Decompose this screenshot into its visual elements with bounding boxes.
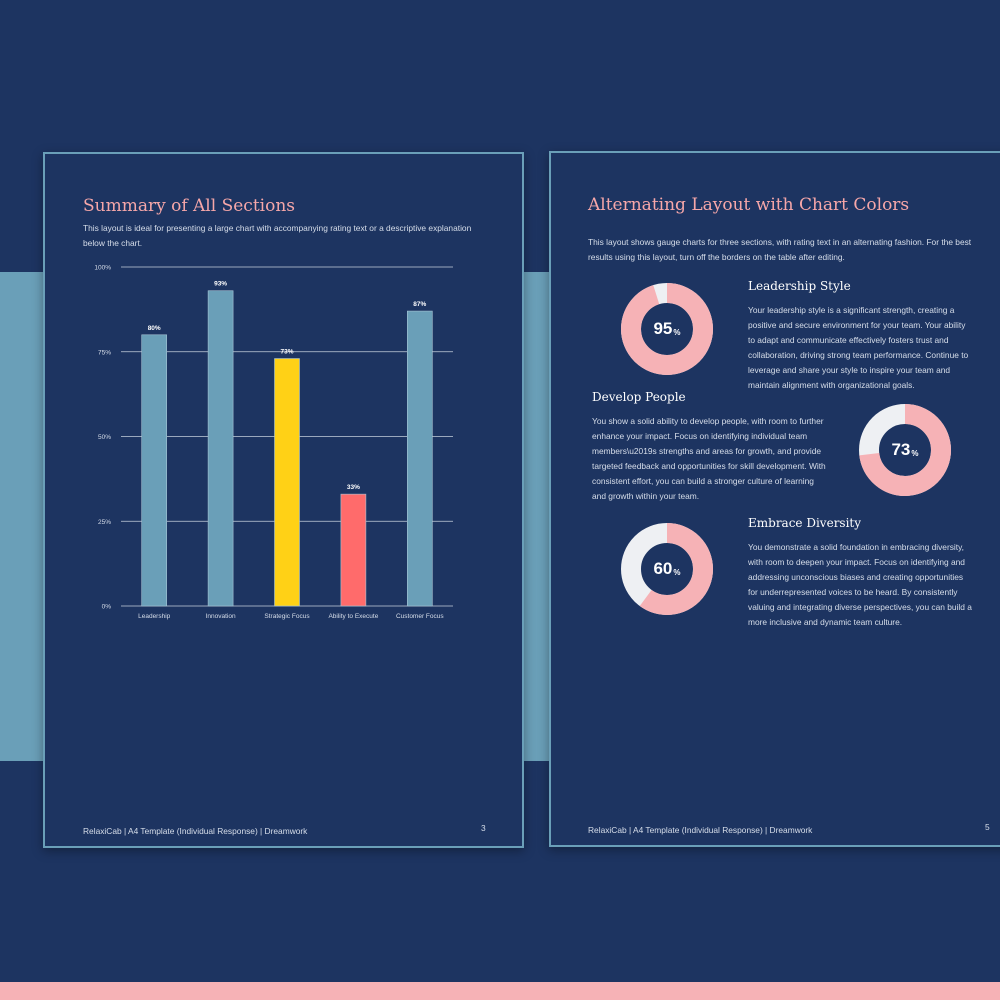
bar-chart: 0% 25% 50% 75% 100% 80% Leadership 93% Innovatio…	[94, 265, 453, 620]
page-gauges: Alternating Layout with Chart Colors Thi…	[549, 151, 1000, 847]
gauge-leadership-style: 95%	[619, 281, 715, 377]
gauge-unit: %	[673, 327, 681, 337]
x-category-label: Strategic Focus	[264, 613, 310, 620]
page-footer: RelaxiCab | A4 Template (Individual Resp…	[588, 825, 813, 835]
bar-value-label: 80%	[148, 325, 161, 332]
page-summary: Summary of All Sections This layout is i…	[43, 152, 524, 848]
x-category-label: Ability to Execute	[328, 613, 378, 620]
x-category-label: Innovation	[206, 613, 236, 620]
gauge-value: 73	[891, 440, 911, 459]
bar-value-label: 87%	[413, 301, 426, 308]
y-tick-label: 25%	[98, 519, 111, 526]
bar	[274, 358, 300, 607]
page-description: This layout shows gauge charts for three…	[588, 237, 972, 262]
y-tick-label: 75%	[98, 349, 111, 356]
page-number: 3	[481, 823, 486, 833]
bar-value-label: 33%	[347, 484, 360, 491]
bar-value-label: 93%	[214, 281, 227, 288]
gauge-arc	[621, 523, 713, 615]
bar	[207, 290, 234, 607]
y-tick-label: 0%	[102, 604, 112, 611]
page-number: 5	[985, 822, 990, 832]
section-heading-leadership-style: Leadership Style	[748, 279, 851, 293]
gauge-embrace-diversity: 60%	[619, 521, 715, 617]
gauge-arc	[621, 283, 713, 375]
page-title: Alternating Layout with Chart Colors	[588, 195, 910, 215]
gauge-unit: %	[673, 567, 681, 577]
section-text-develop-people: You show a solid ability to develop peop…	[592, 416, 826, 501]
section-text-embrace-diversity: You demonstrate a solid foundation in em…	[748, 542, 972, 627]
gauge-arc	[859, 404, 951, 496]
section-heading-embrace-diversity: Embrace Diversity	[748, 516, 862, 530]
gauge-value: 60	[653, 559, 673, 578]
y-tick-label: 100%	[94, 265, 111, 272]
gauge-value: 95	[653, 319, 673, 338]
page-footer: RelaxiCab | A4 Template (Individual Resp…	[83, 826, 308, 836]
gauge-unit: %	[911, 448, 919, 458]
bar	[340, 493, 367, 607]
section-heading-develop-people: Develop People	[592, 390, 686, 404]
bottom-accent-strip	[0, 982, 1000, 1000]
page-title: Summary of All Sections	[83, 196, 295, 216]
y-tick-label: 50%	[98, 434, 111, 441]
x-category-label: Leadership	[138, 613, 171, 620]
gauge-develop-people: 73%	[857, 402, 953, 498]
bar	[406, 310, 433, 607]
bar-value-label: 73%	[280, 349, 293, 356]
section-text-leadership-style: Your leadership style is a significant s…	[748, 305, 969, 390]
bar	[141, 334, 167, 607]
x-category-label: Customer Focus	[396, 613, 444, 620]
page-description: This layout is ideal for presenting a la…	[83, 223, 472, 248]
